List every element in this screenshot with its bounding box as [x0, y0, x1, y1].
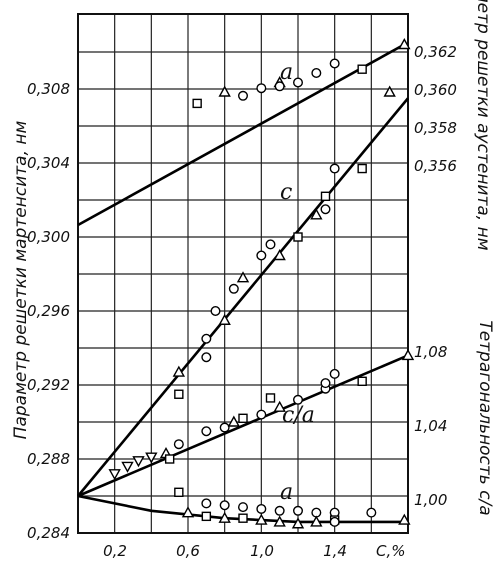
fit-line-tetragonality-c/a [77, 354, 409, 498]
data-point-triangle [218, 313, 231, 325]
y-right-upper-tick: 0,360 [414, 81, 457, 99]
data-point-circle [256, 503, 267, 514]
data-point-circle [219, 500, 230, 511]
data-point-inverted-triangle [108, 469, 121, 481]
fit-line-martensite-c [76, 97, 410, 497]
data-point-circle [237, 502, 248, 513]
data-point-circle [293, 77, 304, 88]
data-point-square [357, 376, 367, 386]
curve-label-martensite-c: c [280, 180, 292, 205]
data-point-circle [329, 163, 340, 174]
data-point-triangle [291, 517, 305, 529]
y-right-lower-tick: 1,08 [414, 343, 447, 361]
data-point-circle [201, 498, 212, 509]
data-point-circle [219, 422, 230, 433]
data-point-circle [201, 333, 212, 344]
data-point-circle [293, 505, 304, 516]
y-right-lower-tick: 1,00 [414, 491, 447, 509]
data-point-triangle [310, 208, 323, 220]
curve-label-tetragonality: c/a [282, 403, 315, 428]
data-point-circle [265, 239, 276, 250]
data-point-triangle [401, 348, 415, 361]
data-point-circle [329, 516, 340, 527]
data-point-square [320, 191, 331, 202]
y-left-tick: 0,304 [27, 154, 70, 172]
data-point-circle [329, 58, 340, 69]
data-point-circle [293, 394, 304, 405]
data-point-circle [320, 378, 331, 389]
x-tick: 1,0 [250, 542, 274, 560]
data-point-circle [210, 306, 221, 317]
data-point-triangle [255, 513, 268, 525]
data-point-circle [228, 283, 239, 294]
x-axis-label: C,% [376, 542, 406, 560]
data-point-triangle [383, 85, 396, 97]
y-right-upper-tick: 0,362 [414, 43, 457, 61]
data-point-circle [256, 409, 267, 420]
fit-line-austenite-a [77, 43, 405, 227]
y-right-upper-tick: 0,356 [414, 157, 457, 175]
y-left-tick: 0,300 [27, 228, 70, 246]
data-point-square [357, 64, 367, 74]
plot-frame [77, 13, 409, 534]
data-point-circle [311, 67, 322, 78]
data-point-triangle [310, 515, 323, 527]
curve-label-martensite-a: a [280, 480, 293, 505]
data-point-circle [173, 439, 184, 450]
y-left-tick: 0,292 [27, 376, 70, 394]
data-point-circle [237, 90, 248, 101]
data-point-square [265, 393, 276, 403]
data-point-square [357, 163, 367, 174]
data-point-triangle [273, 400, 286, 412]
data-point-triangle [236, 271, 250, 283]
y-right-upper-axis-title: Параметр решетки аустенита, нм [473, 0, 493, 251]
data-point-square [164, 454, 175, 464]
x-tick: 0,2 [103, 542, 127, 560]
data-point-circle [256, 250, 267, 261]
y-right-lower-tick: 1,04 [414, 417, 447, 435]
data-point-circle [329, 368, 340, 379]
x-tick: 0,6 [176, 542, 200, 560]
data-point-circle [201, 426, 212, 437]
data-point-square [238, 513, 248, 523]
data-point-inverted-triangle [121, 461, 134, 473]
x-tick: 1,4 [323, 542, 347, 560]
data-point-triangle [398, 513, 411, 525]
y-right-lower-axis-title: Тетрагональность c/a [475, 320, 495, 515]
data-point-circle [201, 352, 212, 363]
data-points [108, 38, 415, 529]
data-point-square [201, 511, 212, 522]
data-point-triangle [218, 511, 231, 523]
y-right-upper-tick: 0,358 [414, 119, 457, 137]
data-point-square [238, 413, 248, 423]
data-point-inverted-triangle [145, 452, 158, 464]
y-left-tick: 0,296 [27, 302, 70, 320]
data-point-square [174, 487, 184, 497]
data-point-triangle [398, 38, 411, 50]
fit-lines [76, 43, 410, 524]
data-point-circle [320, 204, 331, 215]
data-point-circle [366, 507, 377, 518]
data-point-square [174, 389, 184, 399]
data-point-inverted-triangle [132, 456, 145, 468]
data-point-circle [256, 83, 267, 94]
y-left-tick: 0,308 [27, 80, 70, 98]
data-point-square [192, 98, 202, 109]
data-point-triangle [273, 515, 286, 527]
data-point-circle [274, 81, 285, 92]
data-point-triangle [181, 506, 195, 518]
data-point-triangle [273, 249, 286, 261]
y-left-tick: 0,284 [27, 524, 70, 542]
data-point-circle [274, 505, 285, 516]
curve-label-austenite-a: a [280, 60, 293, 85]
y-left-axis-title: Параметр решетки мартенсита, нм [11, 121, 31, 440]
data-point-triangle [218, 85, 231, 97]
data-point-triangle [172, 365, 186, 377]
data-point-square [293, 232, 303, 242]
data-point-triangle [227, 415, 241, 427]
y-left-tick: 0,288 [27, 450, 70, 468]
